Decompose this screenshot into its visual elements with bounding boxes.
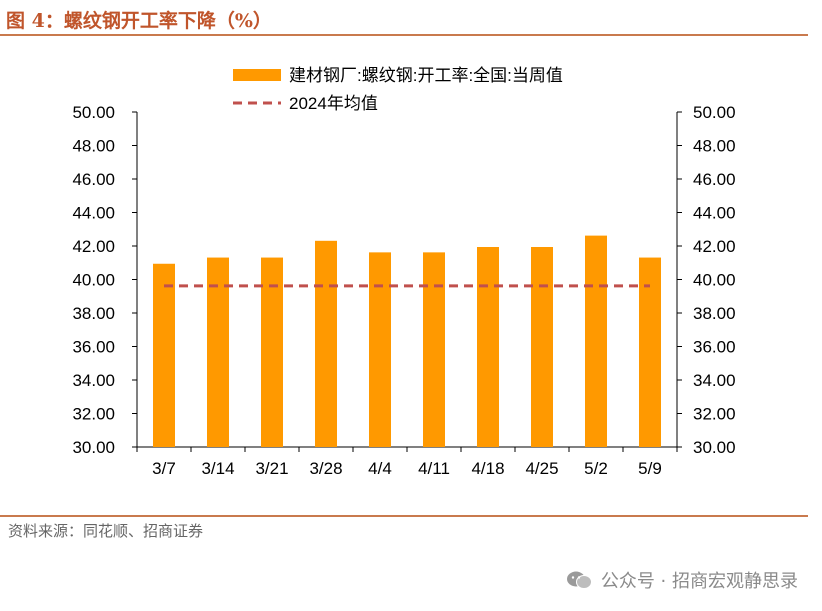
right-y-tick-label: 32.00 — [693, 405, 736, 424]
bar — [477, 247, 499, 447]
bar — [639, 257, 661, 447]
right-y-tick-label: 36.00 — [693, 338, 736, 357]
right-y-tick-label: 42.00 — [693, 237, 736, 256]
bar — [369, 252, 391, 447]
x-tick-label: 4/18 — [471, 459, 504, 478]
right-y-tick-label: 46.00 — [693, 170, 736, 189]
x-tick-label: 3/7 — [152, 459, 176, 478]
x-tick-label: 5/9 — [638, 459, 662, 478]
right-y-tick-label: 50.00 — [693, 103, 736, 122]
x-tick-label: 4/4 — [368, 459, 392, 478]
left-y-tick-label: 42.00 — [72, 237, 115, 256]
legend-bar-swatch — [233, 69, 281, 81]
bar — [423, 252, 445, 447]
right-y-tick-label: 30.00 — [693, 438, 736, 457]
bar — [207, 257, 229, 447]
bottom-divider — [0, 515, 808, 517]
right-y-tick-label: 34.00 — [693, 371, 736, 390]
left-y-tick-label: 36.00 — [72, 338, 115, 357]
left-y-tick-label: 46.00 — [72, 170, 115, 189]
bar — [261, 257, 283, 447]
x-tick-label: 4/11 — [418, 459, 450, 478]
left-y-tick-label: 32.00 — [72, 405, 115, 424]
top-divider — [0, 34, 808, 36]
wechat-icon — [566, 571, 592, 589]
figure-title: 图 4：螺纹钢开工率下降（%） — [6, 10, 272, 32]
x-tick-label: 5/2 — [584, 459, 608, 478]
right-y-tick-label: 44.00 — [693, 204, 736, 223]
bar — [531, 247, 553, 447]
left-y-tick-label: 30.00 — [72, 438, 115, 457]
left-y-tick-label: 38.00 — [72, 304, 115, 323]
x-tick-label: 3/28 — [309, 459, 342, 478]
x-tick-label: 4/25 — [525, 459, 558, 478]
right-y-tick-label: 48.00 — [693, 137, 736, 156]
x-tick-label: 3/14 — [201, 459, 234, 478]
left-y-tick-label: 50.00 — [72, 103, 115, 122]
bar — [585, 235, 607, 447]
x-tick-label: 3/21 — [255, 459, 288, 478]
left-y-tick-label: 48.00 — [72, 137, 115, 156]
watermark: 公众号 · 招商宏观静思录 — [565, 567, 798, 593]
legend-bar-label: 建材钢厂:螺纹钢:开工率:全国:当周值 — [289, 66, 563, 85]
bar — [153, 263, 175, 447]
chart: 30.00 30.00 32.00 32.00 34.00 34.00 36.00 36.00… — [72, 66, 736, 478]
right-y-tick-label: 40.00 — [693, 271, 736, 290]
watermark-text: 公众号 · 招商宏观静思录 — [600, 571, 798, 592]
source-note: 资料来源：同花顺、招商证券 — [8, 522, 204, 540]
bar — [315, 240, 337, 447]
legend-line-label: 2024年均值 — [289, 94, 378, 113]
left-y-tick-label: 44.00 — [72, 204, 115, 223]
right-y-tick-label: 38.00 — [693, 304, 736, 323]
left-y-tick-label: 34.00 — [72, 371, 115, 390]
left-y-tick-label: 40.00 — [72, 271, 115, 290]
